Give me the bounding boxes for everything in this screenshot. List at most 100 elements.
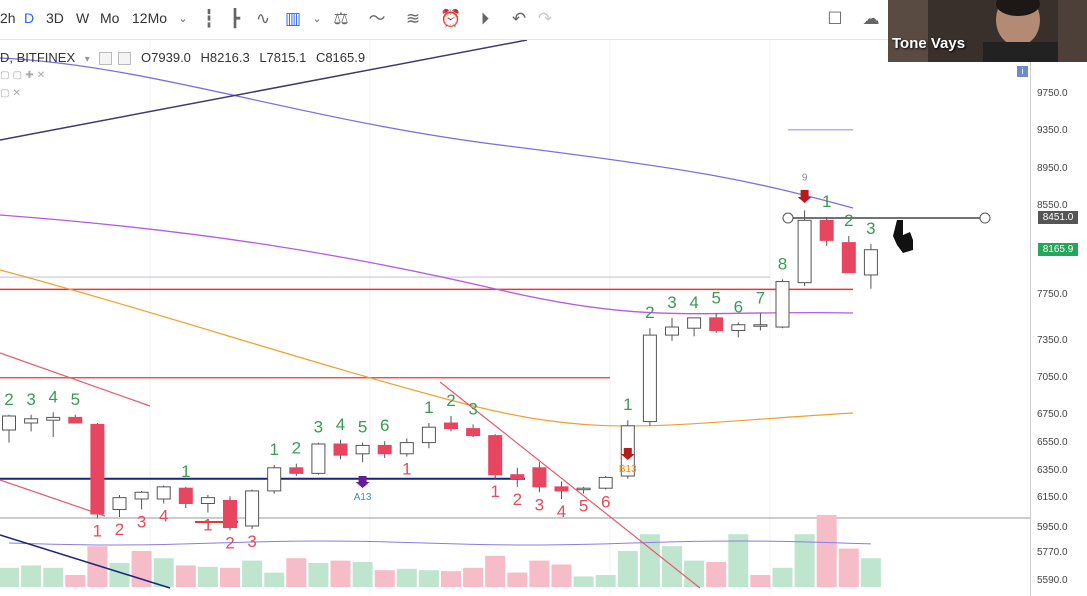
templates-icon[interactable]: ≋ xyxy=(405,9,421,29)
setup-count-label: 7 xyxy=(756,288,765,307)
redo-icon[interactable]: ↷ xyxy=(537,9,553,29)
setup-count-label: 2 xyxy=(225,533,234,552)
chevron-down-icon[interactable]: ⌄ xyxy=(178,12,188,25)
setup-count-label: 5 xyxy=(711,288,720,307)
candle-body xyxy=(267,467,282,492)
candle-body xyxy=(797,219,812,284)
webcam-person-image xyxy=(888,0,1087,62)
indicators-icon[interactable]: ⚖ xyxy=(333,9,349,29)
volume-bar xyxy=(617,551,638,587)
candle-body xyxy=(377,444,392,455)
line-icon[interactable]: ∿ xyxy=(255,9,271,29)
fullscreen-icon[interactable]: ☐ xyxy=(827,9,843,29)
candle-body xyxy=(333,443,348,456)
indicator-controls-1[interactable]: ▢ ▢ ✚ ✕ xyxy=(0,70,46,81)
settings-icon[interactable] xyxy=(118,52,132,66)
info-icon[interactable]: i xyxy=(1017,66,1028,77)
snapshot-icon[interactable]: ☁ xyxy=(862,9,880,29)
setup-count-label: 1 xyxy=(490,482,499,501)
webcam-overlay: Tone Vays xyxy=(888,0,1087,62)
setup-count-label: 5 xyxy=(358,418,367,437)
symbol-name[interactable]: D, BITFINEX xyxy=(0,50,76,65)
trend-line xyxy=(439,381,701,589)
setup-count-label: 1 xyxy=(203,516,212,535)
arrow-down-icon xyxy=(620,448,635,460)
price-axis-label: 7750.0 xyxy=(1037,289,1068,300)
interval-w[interactable]: W xyxy=(76,10,90,26)
price-tag-drawing: 8451.0 xyxy=(1038,211,1078,224)
compare-icon[interactable]: 〜 xyxy=(368,9,386,29)
volume-bar xyxy=(662,546,682,587)
candle-body xyxy=(289,467,304,474)
bar-chart-icon[interactable]: ┇ xyxy=(203,9,215,29)
horizontal-levels xyxy=(0,128,991,523)
candle-body xyxy=(178,487,193,505)
grid-lines xyxy=(0,40,1030,593)
volume-bar xyxy=(220,567,240,587)
setup-count-label: 4 xyxy=(48,387,57,406)
candle-body xyxy=(488,435,503,476)
volume-bar xyxy=(441,571,461,587)
volume-ma-line xyxy=(8,540,871,546)
candle-body xyxy=(709,317,724,332)
ohlc-low: L7815.1 xyxy=(259,50,307,65)
trend-line xyxy=(0,352,151,407)
volume-bar xyxy=(639,534,660,587)
candle-body xyxy=(156,486,171,500)
volume-bar xyxy=(507,572,528,587)
candle-body xyxy=(466,428,481,437)
candle-body xyxy=(200,497,215,504)
setup-count-label: 4 xyxy=(159,507,168,526)
volume-bar xyxy=(153,558,174,587)
candle-body xyxy=(421,426,436,444)
undo-icon[interactable]: ↶ xyxy=(511,9,527,29)
volume-bar xyxy=(551,564,572,587)
setup-count-label: 1 xyxy=(181,462,190,481)
hide-icon[interactable] xyxy=(99,52,113,66)
chevron-down-icon[interactable]: ▾ xyxy=(84,54,90,65)
price-axis-label: 5770.0 xyxy=(1037,547,1068,558)
candle-body xyxy=(68,416,83,424)
candle-body xyxy=(134,491,149,500)
volume-bar xyxy=(573,576,594,587)
candle-body xyxy=(554,486,569,492)
chevron-down-icon[interactable]: ⌄ xyxy=(312,12,322,25)
volume-bar xyxy=(109,563,130,587)
price-axis-label: 8550.0 xyxy=(1037,200,1068,211)
interval-3d[interactable]: 3D xyxy=(46,10,64,26)
setup-count-label: 1 xyxy=(269,440,278,459)
indicator-controls-2[interactable]: ▢ ✕ xyxy=(0,88,22,99)
candle-body xyxy=(642,334,657,423)
setup-count-label: 3 xyxy=(468,399,477,418)
setup-count-label: 9 xyxy=(802,172,808,183)
interval-mo[interactable]: Mo xyxy=(100,10,120,26)
price-axis-label: 6350.0 xyxy=(1037,465,1068,476)
candles xyxy=(2,210,878,531)
candle-body xyxy=(46,416,61,421)
setup-count-label: 2 xyxy=(844,211,853,230)
alert-icon[interactable]: ⏰ xyxy=(440,9,462,29)
annotation-label: A13 xyxy=(354,492,372,503)
volume-bar xyxy=(308,563,329,587)
volume-bar xyxy=(684,560,705,587)
setup-count-label: 1 xyxy=(822,192,831,211)
replay-icon[interactable]: ⏵ xyxy=(480,9,490,29)
volume-bar xyxy=(529,560,550,587)
setup-count-label: 6 xyxy=(601,493,610,512)
setup-count-label: 3 xyxy=(26,390,35,409)
price-axis-label: 9750.0 xyxy=(1037,88,1068,99)
arrow-down-icon xyxy=(355,476,370,488)
setup-count-label: 4 xyxy=(689,293,698,312)
interval-2h[interactable]: 2h xyxy=(0,10,16,26)
setup-count-label: 1 xyxy=(402,460,411,479)
setup-count-label: 3 xyxy=(535,495,544,514)
candle-icon[interactable]: ┣ xyxy=(229,9,241,29)
interval-12mo[interactable]: 12Mo xyxy=(132,10,168,26)
price-axis[interactable]: 9750.0 9350.0 8950.0 8550.0 7750.0 7350.0 7050… xyxy=(1017,40,1087,596)
interval-d[interactable]: D xyxy=(24,10,35,26)
heikin-icon[interactable]: ▥ xyxy=(284,9,302,29)
setup-count-label: 5 xyxy=(71,390,80,409)
setup-count-label: 2 xyxy=(292,439,301,458)
